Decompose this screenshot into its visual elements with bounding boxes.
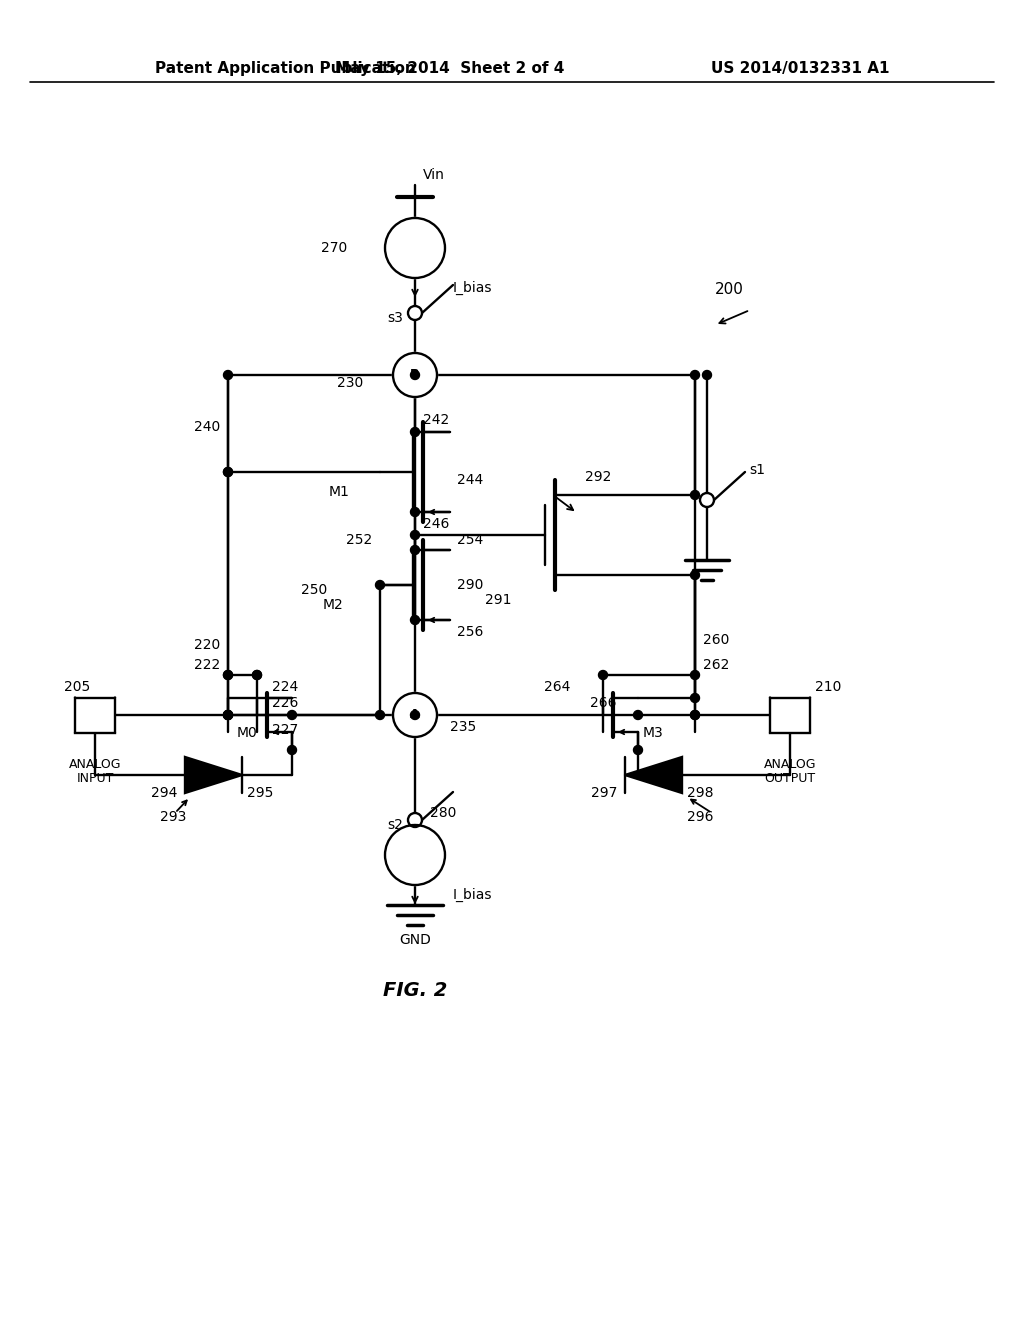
Bar	[770, 697, 810, 733]
Circle shape	[253, 671, 261, 680]
Text: 256: 256	[457, 624, 483, 639]
Circle shape	[411, 710, 420, 719]
Circle shape	[223, 710, 232, 719]
Circle shape	[288, 710, 297, 719]
Text: 235: 235	[450, 719, 476, 734]
Text: GND: GND	[399, 933, 431, 946]
Circle shape	[634, 746, 642, 755]
Circle shape	[411, 371, 420, 380]
Text: 220: 220	[194, 638, 220, 652]
Text: 270: 270	[321, 242, 347, 255]
Text: 224: 224	[272, 680, 298, 694]
Circle shape	[223, 371, 232, 380]
Circle shape	[385, 825, 445, 884]
Circle shape	[702, 371, 712, 380]
Text: 242: 242	[423, 413, 450, 426]
Text: 292: 292	[585, 470, 611, 484]
Circle shape	[223, 710, 232, 719]
Text: 205: 205	[63, 680, 90, 694]
Bar	[75, 697, 115, 733]
Circle shape	[411, 545, 420, 554]
Circle shape	[288, 746, 297, 755]
Text: Patent Application Publication: Patent Application Publication	[155, 61, 416, 75]
Text: B: B	[411, 368, 420, 381]
Circle shape	[253, 671, 261, 680]
Text: ANALOG: ANALOG	[764, 759, 816, 771]
Text: 200: 200	[715, 282, 743, 297]
Text: 260: 260	[703, 634, 729, 647]
Circle shape	[376, 710, 384, 719]
Circle shape	[690, 371, 699, 380]
Text: INPUT: INPUT	[77, 771, 114, 784]
Circle shape	[690, 570, 699, 579]
Text: May 15, 2014  Sheet 2 of 4: May 15, 2014 Sheet 2 of 4	[335, 61, 564, 75]
Text: ANALOG: ANALOG	[69, 759, 121, 771]
Text: OUTPUT: OUTPUT	[765, 771, 815, 784]
Circle shape	[690, 710, 699, 719]
Text: 244: 244	[457, 473, 483, 487]
Circle shape	[376, 581, 384, 590]
Text: 210: 210	[815, 680, 842, 694]
Text: I_bias: I_bias	[453, 888, 493, 902]
Circle shape	[393, 352, 437, 397]
Text: 298: 298	[687, 785, 714, 800]
Text: 227: 227	[272, 723, 298, 737]
Circle shape	[411, 507, 420, 516]
Circle shape	[411, 531, 420, 540]
Polygon shape	[185, 756, 242, 793]
Text: 230: 230	[337, 376, 362, 389]
Text: 254: 254	[457, 533, 483, 546]
Text: I_bias: I_bias	[453, 281, 493, 296]
Text: A: A	[411, 709, 420, 722]
Text: M1: M1	[329, 484, 350, 499]
Circle shape	[598, 671, 607, 680]
Text: Vin: Vin	[423, 168, 444, 182]
Circle shape	[223, 710, 232, 719]
Circle shape	[411, 615, 420, 624]
Text: M3: M3	[643, 726, 664, 741]
Text: s3: s3	[387, 312, 403, 325]
Text: 264: 264	[544, 680, 570, 694]
Text: s2: s2	[387, 818, 403, 832]
Circle shape	[223, 710, 232, 719]
Text: 297: 297	[591, 785, 617, 800]
Circle shape	[223, 671, 232, 680]
Text: 293: 293	[160, 810, 186, 824]
Circle shape	[690, 693, 699, 702]
Circle shape	[385, 218, 445, 279]
Circle shape	[411, 428, 420, 437]
Text: 222: 222	[194, 657, 220, 672]
Text: 262: 262	[703, 657, 729, 672]
Text: 250: 250	[301, 583, 327, 597]
Circle shape	[690, 491, 699, 499]
Text: FIG. 2: FIG. 2	[383, 981, 447, 999]
Text: 240: 240	[194, 420, 220, 434]
Circle shape	[223, 467, 232, 477]
Circle shape	[690, 671, 699, 680]
Circle shape	[634, 710, 642, 719]
Circle shape	[223, 467, 232, 477]
Text: 295: 295	[247, 785, 273, 800]
Text: 296: 296	[687, 810, 714, 824]
Text: 266: 266	[590, 696, 616, 710]
Text: 294: 294	[151, 785, 177, 800]
Text: M0: M0	[237, 726, 258, 741]
Text: 226: 226	[272, 696, 298, 710]
Text: 280: 280	[430, 807, 457, 820]
Circle shape	[690, 710, 699, 719]
Text: 252: 252	[346, 533, 372, 546]
Text: 290: 290	[457, 578, 483, 591]
Circle shape	[393, 693, 437, 737]
Circle shape	[223, 671, 232, 680]
Polygon shape	[625, 756, 682, 793]
Text: M2: M2	[323, 598, 343, 612]
Text: US 2014/0132331 A1: US 2014/0132331 A1	[711, 61, 889, 75]
Text: 291: 291	[485, 593, 512, 607]
Text: 246: 246	[423, 517, 450, 531]
Text: s1: s1	[749, 463, 765, 477]
